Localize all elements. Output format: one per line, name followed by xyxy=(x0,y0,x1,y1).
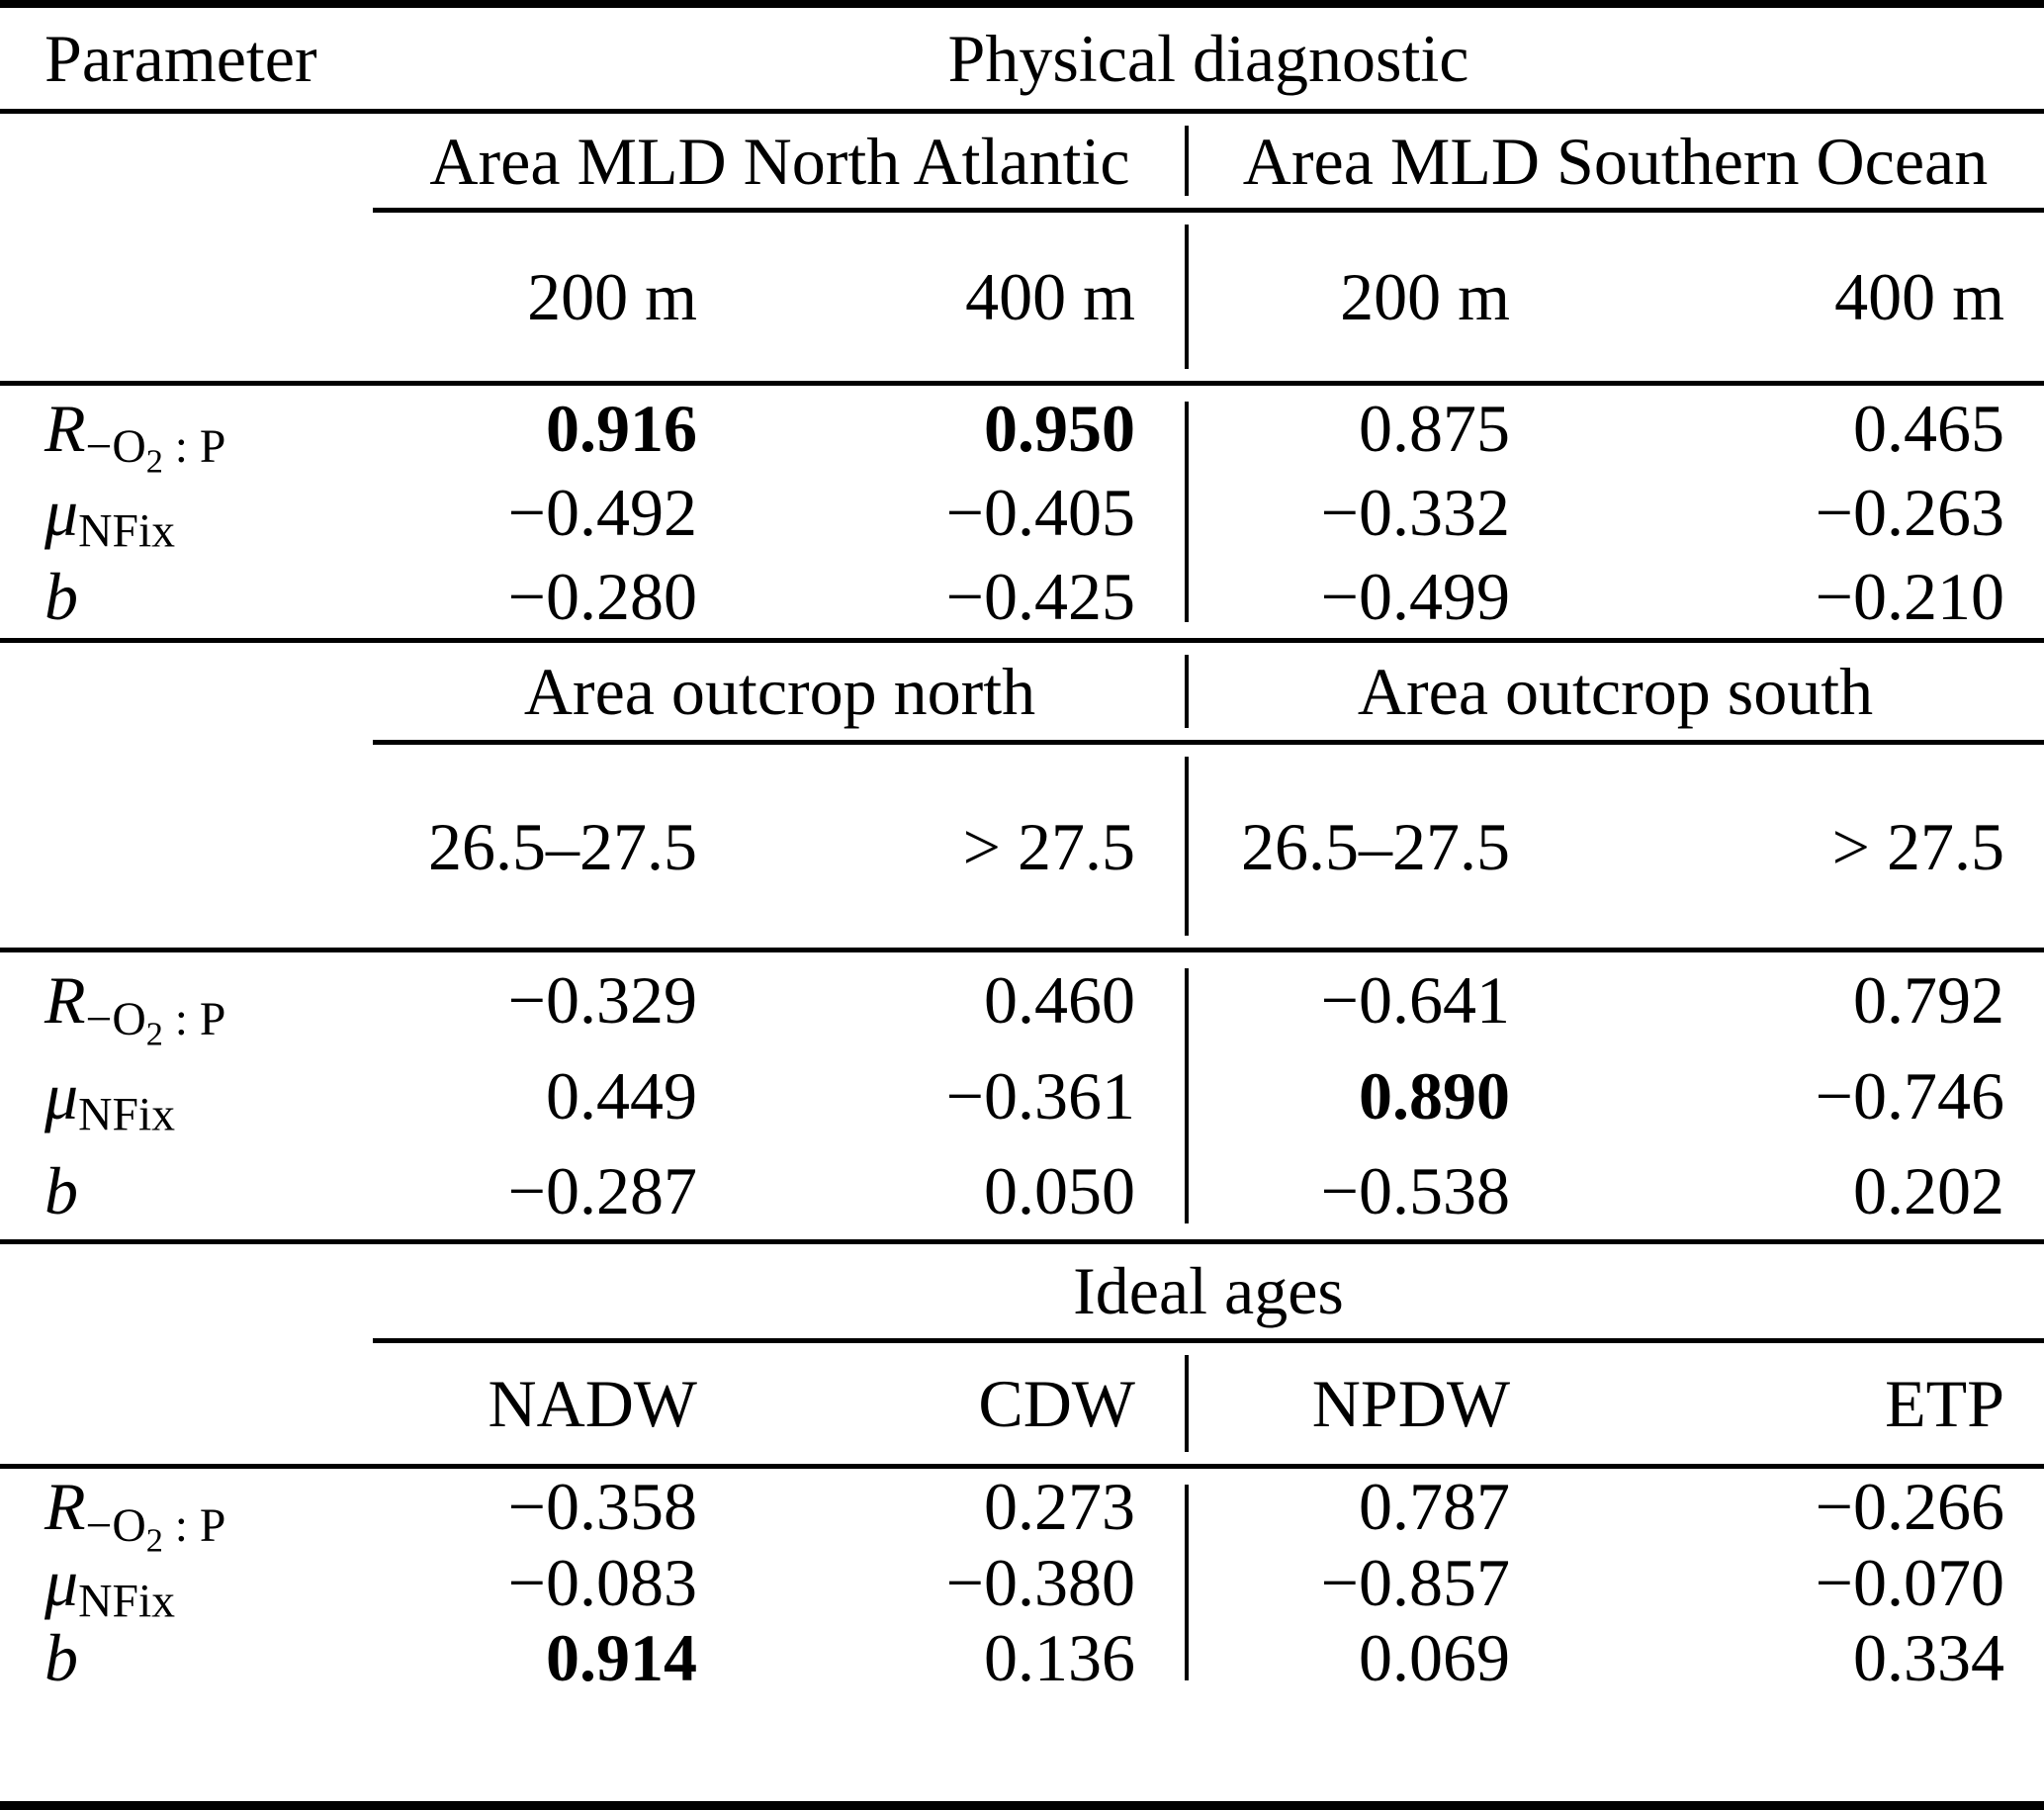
value-cell: 0.916 xyxy=(546,390,697,466)
value-cell: −0.329 xyxy=(507,962,697,1039)
column-separator xyxy=(1185,225,1189,369)
group-header-row-ideal-ages: Ideal ages xyxy=(0,1244,2044,1338)
horizontal-rule xyxy=(0,1238,2044,1244)
row-label-mu-nfix: μNFix xyxy=(44,474,176,557)
horizontal-rule xyxy=(0,109,2044,114)
column-separator xyxy=(1185,126,1189,196)
row-label-mu-nfix: μNFix xyxy=(44,1544,176,1628)
row-label-mu-nfix: μNFix xyxy=(44,1057,176,1141)
value-cell: −0.280 xyxy=(507,558,697,634)
physical-diagnostic-header: Physical diagnostic xyxy=(947,21,1469,96)
empty-cell xyxy=(0,643,373,740)
column-separator xyxy=(1185,402,1189,622)
value-cell: −0.641 xyxy=(1320,962,1510,1039)
column-header-density-range: 26.5–27.5 xyxy=(1241,808,1510,884)
group-header-row-outcrop: Area outcrop north Area outcrop south xyxy=(0,643,2044,740)
parameter-column-header: Parameter xyxy=(44,21,317,96)
value-cell: 0.465 xyxy=(1853,390,2004,466)
value-cell: 0.050 xyxy=(984,1153,1135,1229)
value-cell: 0.449 xyxy=(546,1057,697,1133)
horizontal-rule xyxy=(0,948,2044,952)
table-bottom-rule xyxy=(0,1800,2044,1810)
value-cell: −0.380 xyxy=(945,1544,1135,1620)
group-header-outcrop-south: Area outcrop south xyxy=(1357,654,1874,729)
table-header-row: Parameter Physical diagnostic xyxy=(0,8,2044,109)
column-header-200m: 200 m xyxy=(1340,259,1510,334)
column-header-density-gt: > 27.5 xyxy=(1831,808,2004,884)
value-cell: −0.857 xyxy=(1320,1544,1510,1620)
value-cell: −0.746 xyxy=(1815,1057,2004,1133)
column-header-row-density: 26.5–27.5 > 27.5 26.5–27.5 > 27.5 xyxy=(0,745,2044,948)
group-header-mld-north-atlantic: Area MLD North Atlantic xyxy=(429,123,1130,199)
group-header-mld-southern-ocean: Area MLD Southern Ocean xyxy=(1242,123,1989,199)
value-cell: 0.202 xyxy=(1853,1153,2004,1229)
row-label-b: b xyxy=(44,1153,78,1229)
value-cell: 0.136 xyxy=(984,1620,1135,1696)
value-cell: −0.361 xyxy=(945,1057,1135,1133)
value-cell: −0.425 xyxy=(945,558,1135,634)
value-cell: −0.358 xyxy=(507,1469,697,1545)
horizontal-rule xyxy=(0,1463,2044,1469)
value-cell: 0.334 xyxy=(1853,1620,2004,1696)
value-cell: 0.914 xyxy=(546,1620,697,1696)
value-cell: −0.499 xyxy=(1320,558,1510,634)
empty-cell xyxy=(0,114,373,208)
bottom-spacer xyxy=(0,1696,2044,1801)
value-cell: −0.492 xyxy=(507,474,697,550)
column-header-400m: 400 m xyxy=(965,259,1135,334)
data-block-outcrop: R−O2 : P −0.329 0.460 −0.641 0.792 μNFix… xyxy=(0,952,2044,1239)
row-label-r-o2p: R−O2 : P xyxy=(44,1469,226,1559)
value-cell: 0.950 xyxy=(984,390,1135,466)
value-cell: −0.210 xyxy=(1815,558,2004,634)
column-header-row-depths: 200 m 400 m 200 m 400 m xyxy=(0,213,2044,381)
value-cell: −0.070 xyxy=(1815,1544,2004,1620)
value-cell: 0.890 xyxy=(1359,1057,1510,1133)
value-cell: −0.538 xyxy=(1320,1153,1510,1229)
column-header-cdw: CDW xyxy=(978,1365,1135,1441)
partial-rule xyxy=(373,208,2044,213)
horizontal-rule xyxy=(0,638,2044,643)
partial-rule xyxy=(373,740,2044,745)
column-separator xyxy=(1185,968,1189,1223)
column-header-etp: ETP xyxy=(1885,1365,2004,1441)
value-cell: −0.083 xyxy=(507,1544,697,1620)
value-cell: −0.287 xyxy=(507,1153,697,1229)
value-cell: 0.787 xyxy=(1359,1469,1510,1545)
horizontal-rule xyxy=(0,381,2044,386)
table-top-rule xyxy=(0,0,2044,8)
row-label-r-o2p: R−O2 : P xyxy=(44,962,226,1052)
column-separator xyxy=(1185,1354,1189,1452)
data-block-ideal-ages: R−O2 : P −0.358 0.273 0.787 −0.266 μNFix… xyxy=(0,1469,2044,1696)
value-cell: 0.875 xyxy=(1359,390,1510,466)
group-header-row-mld: Area MLD North Atlantic Area MLD Souther… xyxy=(0,114,2044,208)
value-cell: 0.069 xyxy=(1359,1620,1510,1696)
group-header-outcrop-north: Area outcrop north xyxy=(523,654,1036,729)
column-header-density-range: 26.5–27.5 xyxy=(428,808,697,884)
data-block-mld: R−O2 : P 0.916 0.950 0.875 0.465 μNFix −… xyxy=(0,386,2044,638)
row-label-r-o2p: R−O2 : P xyxy=(44,390,226,481)
column-separator xyxy=(1185,1484,1189,1680)
value-cell: −0.263 xyxy=(1815,474,2004,550)
empty-cell xyxy=(0,1244,373,1338)
column-header-npdw: NPDW xyxy=(1311,1365,1510,1441)
column-header-nadw: NADW xyxy=(488,1365,697,1441)
value-cell: 0.273 xyxy=(984,1469,1135,1545)
value-cell: −0.405 xyxy=(945,474,1135,550)
value-cell: −0.332 xyxy=(1320,474,1510,550)
partial-rule xyxy=(373,1337,2044,1343)
column-header-400m: 400 m xyxy=(1834,259,2004,334)
group-header-ideal-ages: Ideal ages xyxy=(1073,1253,1344,1329)
column-header-row-water-masses: NADW CDW NPDW ETP xyxy=(0,1343,2044,1464)
row-label-b: b xyxy=(44,558,78,634)
value-cell: 0.460 xyxy=(984,962,1135,1039)
column-separator xyxy=(1185,655,1189,728)
column-header-density-gt: > 27.5 xyxy=(962,808,1135,884)
value-cell: 0.792 xyxy=(1853,962,2004,1039)
value-cell: −0.266 xyxy=(1815,1469,2004,1545)
row-label-b: b xyxy=(44,1620,78,1696)
column-header-200m: 200 m xyxy=(527,259,697,334)
column-separator xyxy=(1185,757,1189,936)
